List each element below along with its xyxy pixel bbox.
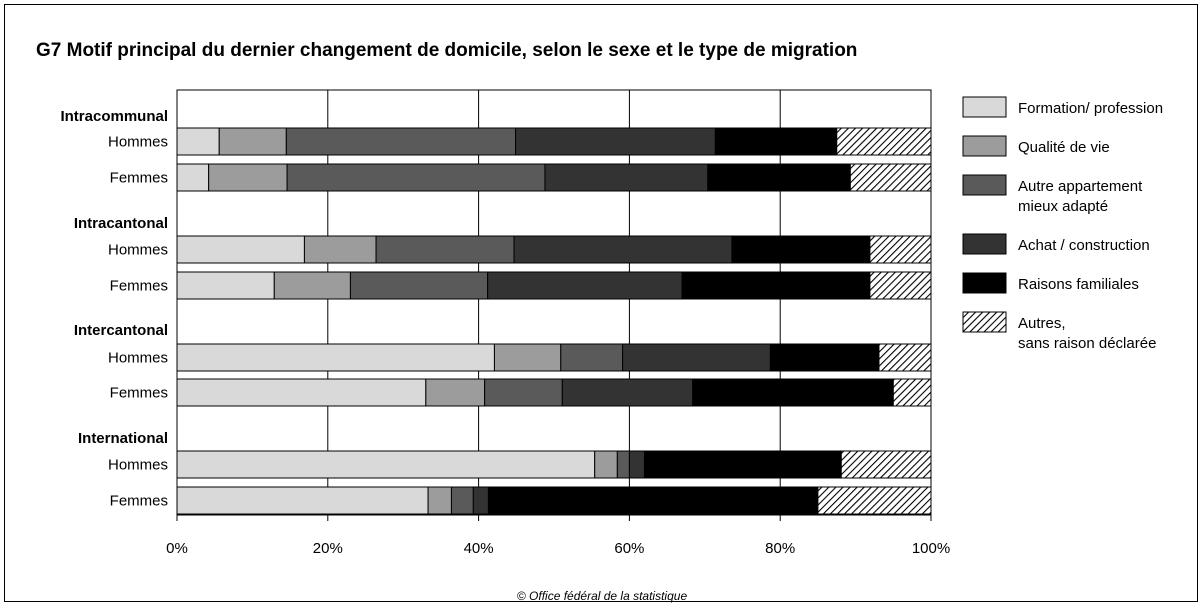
- row-label: Hommes: [108, 134, 168, 151]
- legend-swatch: [962, 311, 1007, 333]
- bar-segment: [616, 450, 630, 479]
- bar-segment: [769, 343, 880, 372]
- row-label: Femmes: [110, 170, 168, 187]
- bar-segment: [836, 127, 932, 156]
- legend: Formation/ profession Qualité de vie Autre…: [962, 96, 1163, 352]
- legend-swatch: [962, 174, 1007, 196]
- bar-segment: [869, 235, 932, 264]
- chart-frame: [4, 4, 1198, 602]
- bar-segment: [840, 450, 932, 479]
- group-label: Intracommunal: [60, 108, 168, 125]
- row-label: Femmes: [110, 493, 168, 510]
- bar-segment: [176, 378, 427, 407]
- bar-segment: [176, 450, 596, 479]
- legend-label: Qualité de vie: [1018, 139, 1110, 156]
- x-tick-label: 60%: [614, 540, 644, 557]
- bar-segment: [176, 343, 495, 372]
- legend-label: Formation/ profession: [1018, 100, 1163, 117]
- bar-segment: [513, 235, 733, 264]
- bar-segment: [472, 486, 489, 515]
- bar-segment: [425, 378, 486, 407]
- bar-segment: [622, 343, 771, 372]
- plot-area: 0% 20% 40% 60% 80% 100% Intracommunal Hommes Fem…: [60, 89, 950, 557]
- legend-label: Autres, sans raison déclarée: [1018, 315, 1156, 352]
- row-label: Femmes: [110, 385, 168, 402]
- bar-segment: [273, 271, 351, 300]
- row-label: Femmes: [110, 278, 168, 295]
- bar-segment: [892, 378, 932, 407]
- legend-label: Achat / construction: [1018, 237, 1150, 254]
- bar-segment: [218, 127, 287, 156]
- row-label: Hommes: [108, 457, 168, 474]
- bar-segment: [560, 343, 624, 372]
- bar-segment: [731, 235, 871, 264]
- legend-swatch: [962, 135, 1007, 157]
- bar-segment: [375, 235, 515, 264]
- x-tick-label: 20%: [313, 540, 343, 557]
- bar-segment: [707, 163, 851, 192]
- bar-segment: [176, 235, 305, 264]
- x-tick-label: 0%: [166, 540, 188, 557]
- bar-segment: [286, 163, 546, 192]
- row-label: Hommes: [108, 350, 168, 367]
- x-tick-label: 40%: [464, 540, 494, 557]
- bar-segment: [208, 163, 288, 192]
- bar-segment: [869, 271, 932, 300]
- bar-segment: [849, 163, 932, 192]
- bar-segment: [643, 450, 842, 479]
- bar-segment: [487, 271, 683, 300]
- bar-segment: [681, 271, 871, 300]
- bar-segment: [817, 486, 932, 515]
- legend-label: Autre appartement mieux adapté: [1018, 178, 1143, 215]
- bar-segment: [484, 378, 563, 407]
- bar-segment: [176, 127, 220, 156]
- bar-segment: [878, 343, 932, 372]
- bar-segment: [285, 127, 517, 156]
- bar-segment: [450, 486, 474, 515]
- bar-segment: [628, 450, 645, 479]
- bar-segment: [544, 163, 709, 192]
- row-label: Hommes: [108, 242, 168, 259]
- bar-segment: [487, 486, 819, 515]
- legend-swatch: [962, 233, 1007, 255]
- bar-segment: [692, 378, 894, 407]
- bar-segment: [515, 127, 716, 156]
- legend-swatch: [962, 96, 1007, 118]
- group-label: Intracantonal: [74, 215, 168, 232]
- x-tick-label: 80%: [765, 540, 795, 557]
- group-label: Intercantonal: [74, 322, 168, 339]
- bar-segment: [714, 127, 838, 156]
- bar-segment: [176, 163, 210, 192]
- legend-swatch: [962, 272, 1007, 294]
- bar-segment: [303, 235, 377, 264]
- bar-segment: [349, 271, 489, 300]
- chart-title: G7 Motif principal du dernier changement…: [36, 40, 858, 61]
- bar-segment: [561, 378, 694, 407]
- bar-segment: [594, 450, 618, 479]
- bar-segment: [176, 271, 275, 300]
- x-tick-label: 100%: [912, 540, 950, 557]
- group-label: International: [78, 430, 168, 447]
- bar-segment: [493, 343, 562, 372]
- bar-segment: [427, 486, 452, 515]
- source-credit: © Office fédéral de la statistique: [516, 589, 688, 603]
- legend-label: Raisons familiales: [1018, 276, 1139, 293]
- bar-segment: [176, 486, 429, 515]
